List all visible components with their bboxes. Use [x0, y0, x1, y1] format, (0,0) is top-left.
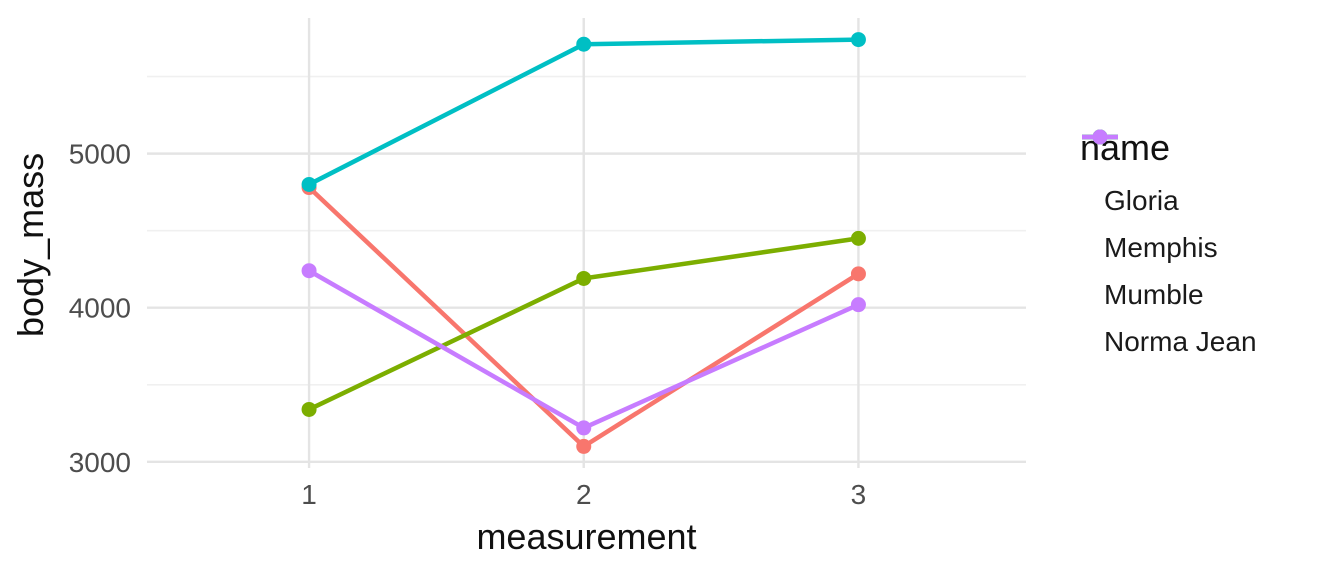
series-point-mumble	[576, 36, 592, 52]
y-axis-title: body_mass	[10, 152, 51, 338]
series-point-gloria	[850, 266, 866, 282]
y-tick-label: 4000	[69, 293, 131, 324]
series-point-memphis	[850, 230, 866, 246]
legend-entry-norma-jean: Norma Jean	[1080, 129, 1340, 365]
series-point-mumble	[301, 176, 317, 192]
legend-label: Gloria	[1104, 184, 1179, 216]
series-point-norma-jean	[301, 263, 317, 279]
legend-entry-mumble: Mumble	[1080, 129, 1340, 318]
series-point-memphis	[576, 270, 592, 286]
x-tick-label: 2	[576, 479, 592, 510]
series-point-mumble	[850, 32, 866, 48]
legend-entry-gloria: Gloria	[1080, 129, 1340, 224]
legend: name Gloria Memphis Mumble Norma Jean	[1080, 127, 1340, 365]
series-point-memphis	[301, 401, 317, 417]
legend-label: Memphis	[1104, 231, 1218, 263]
y-tick-label: 5000	[69, 139, 131, 170]
x-tick-label: 3	[851, 479, 867, 510]
legend-key-point	[1092, 129, 1108, 145]
legend-entry-memphis: Memphis	[1080, 129, 1340, 271]
legend-key-icon	[1082, 129, 1118, 145]
x-tick-label: 1	[301, 479, 317, 510]
legend-label: Norma Jean	[1104, 325, 1257, 357]
y-tick-label: 3000	[69, 447, 131, 478]
series-point-norma-jean	[850, 297, 866, 313]
x-axis-title: measurement	[476, 516, 697, 557]
legend-entries: Gloria Memphis Mumble Norma Jean	[1080, 129, 1340, 365]
series-point-norma-jean	[576, 420, 592, 436]
series-point-gloria	[576, 438, 592, 454]
legend-label: Mumble	[1104, 278, 1204, 310]
